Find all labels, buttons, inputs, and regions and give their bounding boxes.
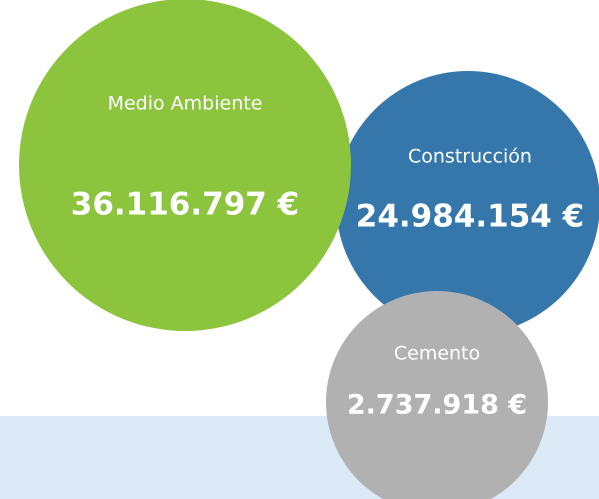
bubble-construccion	[336, 71, 599, 335]
bubble-amount: 2.737.918 €	[347, 390, 527, 421]
bubble-medio-ambiente	[19, 0, 351, 331]
bubble-label: Medio Ambiente	[108, 93, 263, 115]
bubble-label: Construcción	[408, 146, 532, 168]
bubble-amount: 24.984.154 €	[356, 199, 584, 235]
bubble-label: Cemento	[394, 343, 480, 365]
bubble-cemento	[326, 291, 548, 499]
bubble-amount: 36.116.797 €	[71, 187, 299, 223]
